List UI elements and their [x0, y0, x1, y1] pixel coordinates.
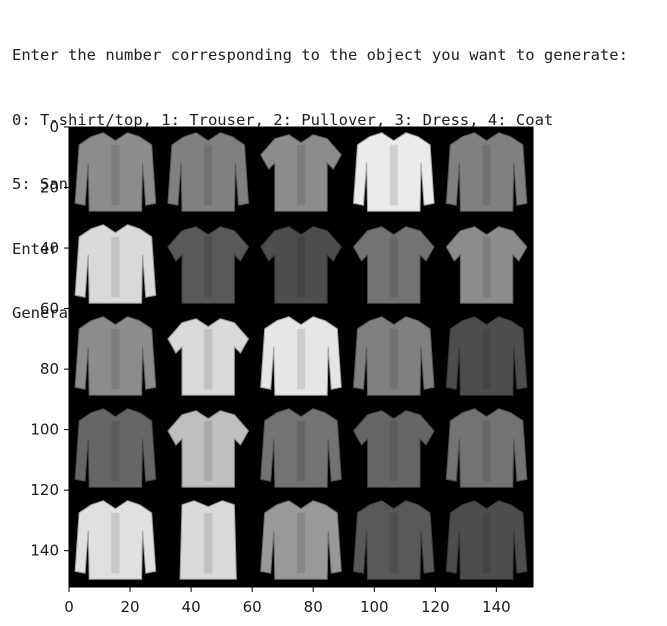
garment-shading — [111, 328, 120, 390]
y-tick-label: 20 — [40, 179, 59, 197]
garment-shading — [389, 236, 398, 298]
garment-shading — [482, 144, 491, 206]
garment-shading — [204, 236, 213, 298]
y-tick-label: 60 — [40, 300, 59, 318]
y-tick-label: 0 — [49, 118, 59, 136]
y-tick-label: 120 — [30, 481, 59, 499]
x-tick-label: 140 — [482, 598, 511, 616]
x-tick-label: 20 — [121, 598, 140, 616]
garment-shading — [297, 512, 306, 574]
garment-shading — [111, 144, 120, 206]
garment-shading — [297, 420, 306, 482]
y-tick-label: 100 — [30, 421, 59, 439]
y-tick-label: 80 — [40, 360, 59, 378]
x-tick-label: 0 — [64, 598, 74, 616]
garment-shading — [204, 328, 213, 390]
garment-shading — [204, 512, 213, 574]
garment-shading — [297, 328, 306, 390]
x-tick-label: 40 — [182, 598, 201, 616]
y-tick-label: 140 — [30, 542, 59, 560]
axes-frame — [68, 126, 534, 588]
garment-shading — [482, 236, 491, 298]
garment-shading — [389, 144, 398, 206]
garment-shading — [482, 420, 491, 482]
garment-shading — [297, 236, 306, 298]
garment-shading — [389, 512, 398, 574]
x-tick-label: 100 — [360, 598, 389, 616]
x-tick-label: 80 — [304, 598, 323, 616]
garment-shading — [111, 236, 120, 298]
garment-shading — [482, 512, 491, 574]
console-line-classes-1: 0: T-shirt/top, 1: Trouser, 2: Pullover,… — [12, 110, 554, 129]
garment-shading — [204, 420, 213, 482]
garment-shading — [389, 328, 398, 390]
garment-shading — [204, 144, 213, 206]
y-tick-label: 40 — [40, 239, 59, 257]
x-tick-label: 120 — [421, 598, 450, 616]
garment-shading — [111, 512, 120, 574]
garment-shading — [482, 328, 491, 390]
console-line-prompt: Enter the number corresponding to the ob… — [12, 46, 628, 64]
garment-shading — [111, 420, 120, 482]
garment-shading — [389, 420, 398, 482]
garment-shading — [297, 144, 306, 206]
x-tick-label: 60 — [243, 598, 262, 616]
